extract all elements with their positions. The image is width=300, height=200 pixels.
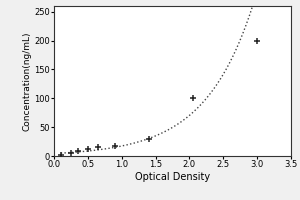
X-axis label: Optical Density: Optical Density <box>135 172 210 182</box>
Y-axis label: Concentration(ng/mL): Concentration(ng/mL) <box>22 31 31 131</box>
